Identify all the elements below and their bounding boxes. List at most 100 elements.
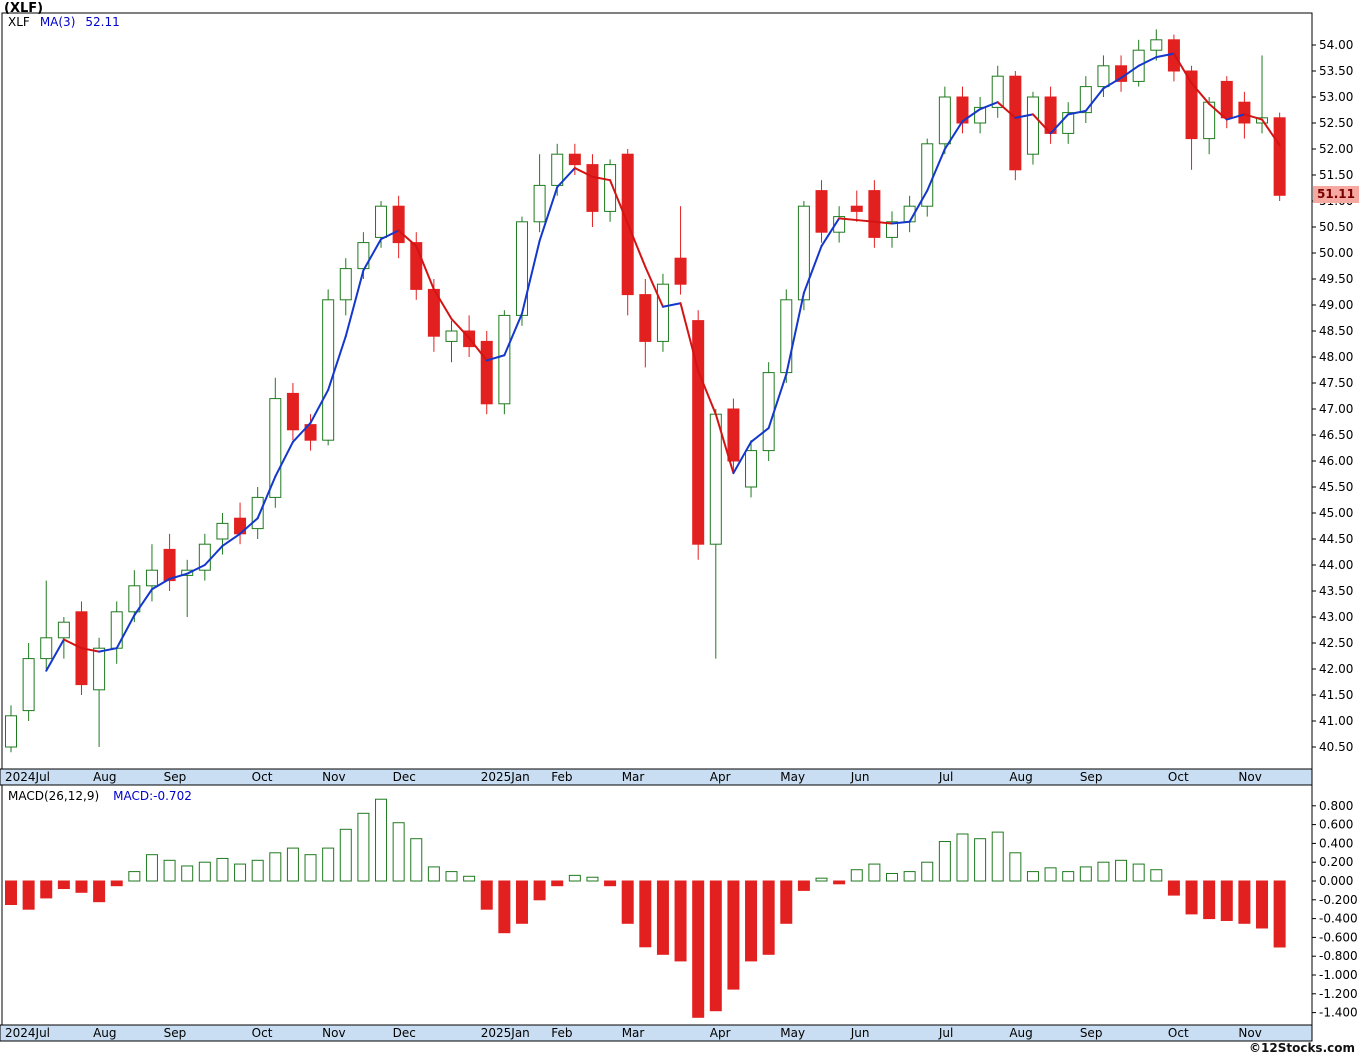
ma-line-segment (186, 564, 206, 575)
macd-bar-negative (1203, 880, 1216, 920)
macd-bar-positive (269, 852, 282, 882)
macd-bar-negative (480, 880, 493, 910)
candle-down (410, 242, 423, 290)
macd-bar-positive (216, 857, 229, 882)
ma-line-segment (1102, 76, 1123, 90)
macd-bar-positive (1079, 866, 1092, 882)
x-axis-label: Dec (393, 1026, 416, 1040)
macd-bar-negative (797, 880, 810, 891)
ma-line-segment (855, 219, 876, 223)
candle-down (304, 424, 317, 441)
ma-line-segment (573, 167, 594, 178)
x-axis-label: Jun (850, 770, 870, 784)
x-axis-label: Apr (710, 1026, 731, 1040)
candle-up (145, 569, 158, 587)
candle-up (445, 330, 458, 342)
candle-up (797, 205, 810, 301)
price-axis-label: 50.50 (1319, 220, 1353, 234)
price-axis-label: 46.50 (1319, 428, 1353, 442)
price-panel-border (1, 12, 1313, 770)
price-axis-label: 51.50 (1319, 168, 1353, 182)
candle-down (692, 320, 705, 545)
price-axis-label: 47.00 (1319, 402, 1353, 416)
x-axis-label: Sep (1080, 1026, 1103, 1040)
ma-line-segment (679, 302, 700, 372)
candle-up (709, 413, 722, 545)
macd-bar-negative (110, 880, 123, 887)
candle-up (1026, 96, 1039, 155)
candle-up (251, 496, 264, 530)
macd-bar-positive (375, 798, 388, 882)
ma-line-segment (1120, 64, 1140, 79)
candle-down (1238, 101, 1251, 124)
candle-up (762, 372, 775, 452)
price-axis-label: 45.50 (1319, 480, 1353, 494)
macd-bar-negative (621, 880, 634, 924)
ma-line-segment (1155, 52, 1175, 59)
macd-bar-positive (145, 854, 158, 882)
ma-line-segment (150, 577, 171, 591)
ma-line-segment (485, 354, 506, 362)
x-axis-label: Apr (710, 770, 731, 784)
x-axis-label: 2024Jul (5, 1026, 50, 1040)
candle-up (1097, 65, 1110, 88)
candle-down (639, 294, 652, 342)
macd-legend: MACD(26,12,9) MACD:-0.702 (8, 789, 192, 803)
candle-up (22, 658, 35, 712)
macd-bar-positive (974, 838, 987, 882)
macd-bar-negative (1238, 880, 1251, 924)
ma-line-segment (1014, 113, 1034, 119)
candle-up (57, 621, 70, 639)
candle-down (586, 164, 599, 212)
x-axis-label: Aug (1009, 1026, 1032, 1040)
macd-bar-positive (850, 869, 863, 882)
macd-bar-positive (198, 861, 211, 882)
macd-bar-negative (604, 880, 617, 887)
macd-bar-negative (57, 880, 70, 890)
macd-bar-positive (1150, 869, 1163, 882)
ma-line-segment (168, 572, 189, 580)
ma-line-segment (468, 336, 488, 362)
x-axis-label: Jul (938, 1026, 953, 1040)
x-axis-label: Jul (938, 770, 953, 784)
macd-bar-positive (586, 876, 599, 882)
x-axis-label: Oct (1168, 770, 1189, 784)
ma-line-segment (397, 229, 418, 248)
macd-axis-label: -0.200 (1319, 893, 1358, 907)
macd-axis-label: -1.200 (1319, 987, 1358, 1001)
ma-line-segment (380, 229, 400, 241)
ma-line-segment (626, 222, 647, 268)
ma-line-segment (591, 175, 612, 182)
x-axis-label: Aug (93, 1026, 116, 1040)
candle-up (780, 299, 793, 374)
ma-line-segment (1084, 87, 1105, 112)
macd-bar-positive (463, 875, 476, 882)
macd-bar-negative (1273, 880, 1286, 948)
x-axis-label: Jun (850, 1026, 870, 1040)
macd-bar-negative (692, 880, 705, 1018)
macd-bar-negative (1167, 880, 1180, 896)
ma-line-segment (503, 312, 523, 357)
macd-axis-label: -0.600 (1319, 930, 1358, 944)
macd-bar-positive (886, 872, 898, 882)
ma-line-segment (732, 440, 753, 475)
macd-bar-negative (639, 880, 652, 948)
macd-bar-negative (656, 880, 669, 955)
price-axis-label: 53.00 (1319, 90, 1353, 104)
legend-ma-value: 52.11 (85, 15, 120, 29)
x-axis-label: May (780, 770, 805, 784)
ma-line-segment (80, 647, 101, 653)
price-axis-label: 52.50 (1319, 116, 1353, 130)
x-axis-label: Sep (1080, 770, 1103, 784)
ma-line-segment (415, 245, 435, 291)
candle-up (833, 216, 846, 233)
x-axis-label: Aug (1009, 770, 1032, 784)
legend-symbol: XLF (8, 15, 30, 29)
ma-line-segment (291, 421, 312, 443)
candle-up (1062, 112, 1075, 134)
ma-line-segment (450, 317, 471, 339)
ma-line-segment (1137, 56, 1158, 67)
ma-line-segment (520, 239, 541, 315)
macd-bar-positive (1044, 867, 1057, 882)
